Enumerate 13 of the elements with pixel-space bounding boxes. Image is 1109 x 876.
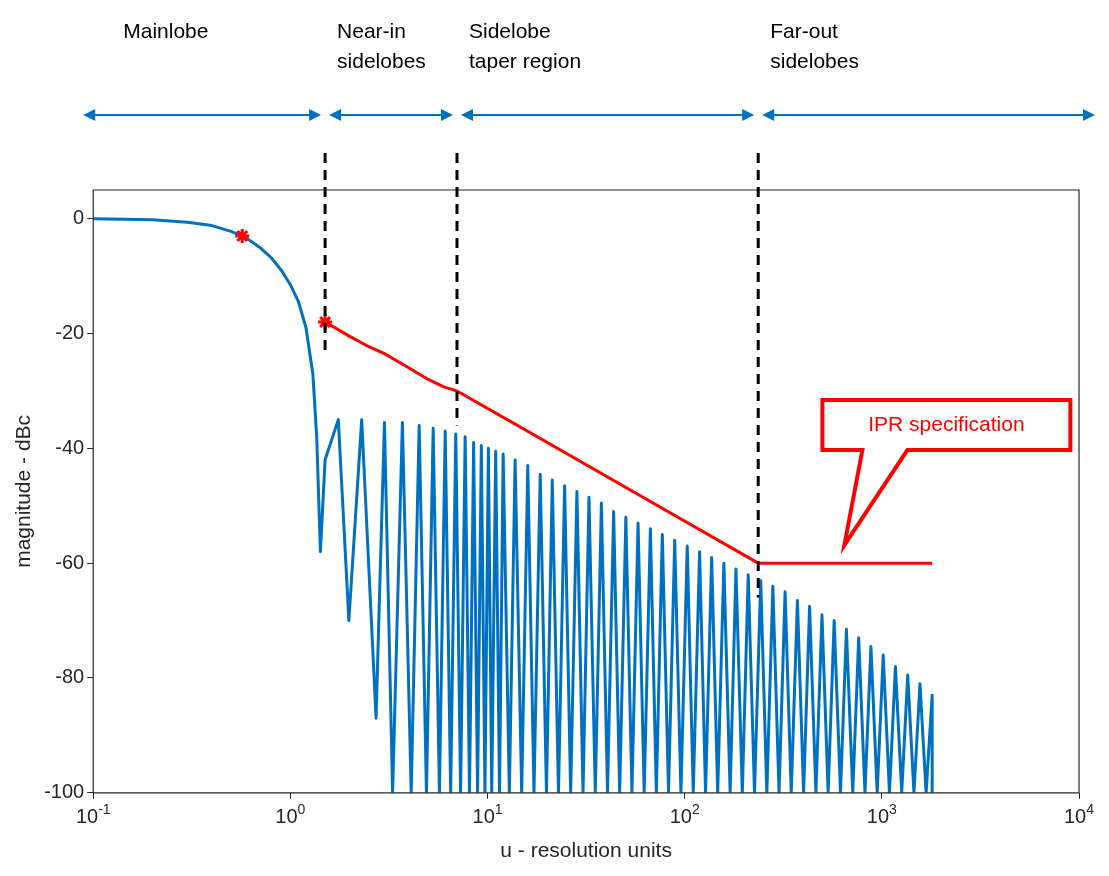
annotation: IPR specification [868, 411, 1025, 435]
y-tick-label: -40 [55, 435, 85, 458]
y-tick-label: 0 [73, 206, 85, 229]
y-tick-label: -100 [44, 780, 85, 803]
x-axis-title: u - resolution units [500, 838, 672, 862]
text: Near-in sidelobes [337, 19, 426, 72]
text: Sidelobe taper region [469, 19, 582, 72]
y-tick-label: -80 [55, 665, 85, 688]
y-tick-label: -20 [55, 321, 85, 344]
text: Mainlobe [123, 19, 209, 42]
y-tick-label: -60 [55, 550, 85, 573]
text: Far-out sidelobes [770, 19, 859, 72]
y-axis-title: magnitude - dBc [11, 414, 35, 568]
